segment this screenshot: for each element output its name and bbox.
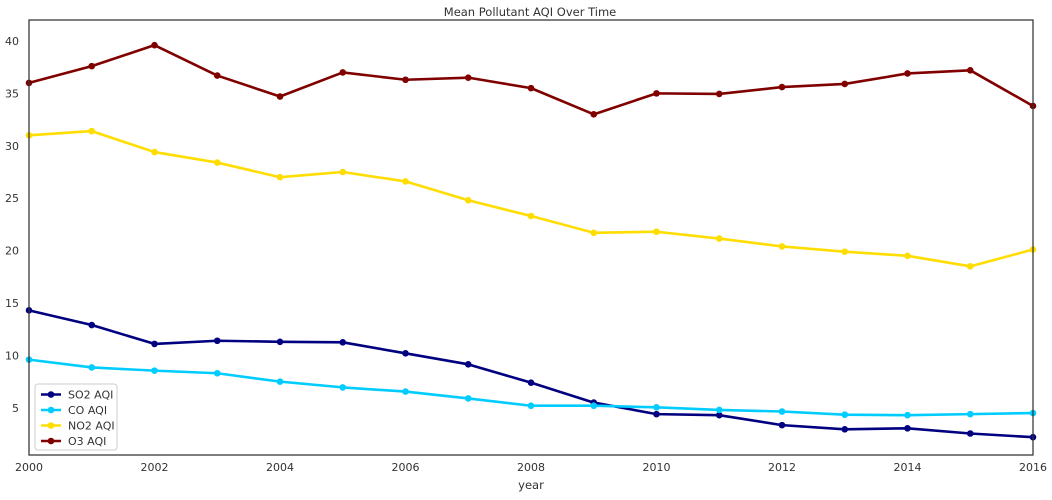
legend-marker-no2-aqi	[47, 422, 55, 429]
y-tick-label: 30	[5, 140, 19, 153]
data-point-o3-aqi	[464, 74, 472, 81]
data-point-co-aqi	[904, 411, 911, 419]
x-axis: 2000 2002 2004 2006 2008 2010 2012 2014 2016	[15, 461, 1047, 474]
data-point-so2-aqi	[778, 421, 786, 429]
y-tick-label: 25	[5, 192, 19, 205]
data-point-no2-aqi	[653, 228, 660, 236]
x-tick-label: 2006	[392, 461, 420, 474]
data-point-no2-aqi	[778, 243, 786, 250]
data-point-co-aqi	[402, 388, 409, 395]
data-point-co-aqi	[590, 402, 598, 410]
chart-title: Mean Pollutant AQI Over Time	[444, 5, 616, 19]
data-point-o3-aqi	[88, 62, 96, 70]
data-point-o3-aqi	[527, 84, 535, 92]
data-point-no2-aqi	[402, 178, 409, 185]
data-point-so2-aqi	[527, 379, 535, 386]
data-point-o3-aqi	[276, 93, 284, 100]
data-point-no2-aqi	[464, 196, 472, 204]
data-point-co-aqi	[841, 411, 849, 418]
data-point-o3-aqi	[778, 83, 786, 91]
data-point-so2-aqi	[339, 339, 347, 346]
x-tick-label: 2012	[768, 461, 796, 474]
data-point-no2-aqi	[276, 173, 284, 181]
legend-marker-so2-aqi	[47, 391, 55, 398]
data-point-so2-aqi	[88, 321, 96, 329]
legend-label-co-aqi: CO AQI	[68, 404, 107, 417]
data-point-co-aqi	[778, 408, 786, 415]
data-point-o3-aqi	[715, 90, 723, 98]
data-point-o3-aqi	[904, 70, 911, 77]
data-point-o3-aqi	[151, 41, 158, 49]
data-point-so2-aqi	[966, 430, 974, 437]
data-point-co-aqi	[464, 395, 472, 402]
data-point-so2-aqi	[213, 337, 221, 345]
data-point-no2-aqi	[904, 252, 911, 260]
data-point-o3-aqi	[841, 80, 849, 88]
data-point-o3-aqi	[339, 69, 347, 76]
data-point-co-aqi	[653, 404, 660, 411]
legend-marker-co-aqi	[47, 406, 55, 414]
data-point-so2-aqi	[276, 338, 284, 346]
data-point-so2-aqi	[715, 411, 723, 419]
data-point-no2-aqi	[527, 212, 535, 220]
data-point-so2-aqi	[151, 340, 158, 348]
y-axis: 5 10 15 20 25 30 35 40	[5, 35, 19, 415]
x-tick-label: 2010	[643, 461, 671, 474]
data-point-no2-aqi	[966, 263, 974, 270]
data-point-so2-aqi	[841, 426, 849, 433]
plot-markers	[25, 41, 1037, 441]
legend-box	[34, 383, 118, 451]
data-point-no2-aqi	[213, 159, 221, 166]
x-tick-label: 2002	[141, 461, 169, 474]
x-tick-label: 2008	[517, 461, 545, 474]
legend-label-no2-aqi: NO2 AQI	[68, 420, 115, 433]
data-point-co-aqi	[276, 378, 284, 385]
y-tick-label: 15	[5, 297, 19, 310]
data-point-o3-aqi	[653, 90, 660, 97]
data-point-so2-aqi	[464, 361, 472, 368]
data-point-co-aqi	[715, 406, 723, 414]
data-point-o3-aqi	[213, 72, 221, 79]
data-point-co-aqi	[339, 384, 347, 391]
data-point-no2-aqi	[715, 235, 723, 242]
data-point-o3-aqi	[402, 76, 409, 84]
data-point-co-aqi	[88, 364, 96, 371]
data-point-co-aqi	[151, 367, 158, 374]
data-point-o3-aqi	[966, 67, 974, 74]
data-point-no2-aqi	[841, 248, 849, 255]
x-tick-label: 2014	[894, 461, 922, 474]
data-point-so2-aqi	[904, 424, 911, 432]
data-point-co-aqi	[527, 402, 535, 410]
data-point-so2-aqi	[402, 350, 409, 357]
data-point-no2-aqi	[590, 229, 598, 237]
x-tick-label: 2000	[15, 461, 43, 474]
y-tick-label: 40	[5, 35, 19, 48]
legend: SO2 AQI CO AQI NO2 AQI O3 AQI	[34, 383, 118, 451]
y-tick-label: 10	[5, 349, 19, 362]
data-point-o3-aqi	[590, 111, 598, 118]
x-tick-label: 2016	[1019, 461, 1047, 474]
legend-label-o3-aqi: O3 AQI	[68, 435, 106, 448]
data-point-co-aqi	[966, 410, 974, 418]
plot-frame	[28, 19, 1034, 456]
x-tick-label: 2004	[266, 461, 294, 474]
data-point-no2-aqi	[151, 148, 158, 156]
legend-label-so2-aqi: SO2 AQI	[68, 389, 113, 402]
data-point-co-aqi	[213, 369, 221, 377]
y-tick-label: 5	[12, 402, 19, 415]
data-point-so2-aqi	[653, 410, 660, 418]
y-tick-label: 20	[5, 245, 19, 258]
data-point-no2-aqi	[88, 127, 96, 135]
y-tick-label: 35	[5, 87, 19, 100]
data-point-no2-aqi	[339, 168, 347, 176]
x-axis-title: year	[518, 478, 544, 492]
legend-marker-o3-aqi	[47, 437, 55, 445]
